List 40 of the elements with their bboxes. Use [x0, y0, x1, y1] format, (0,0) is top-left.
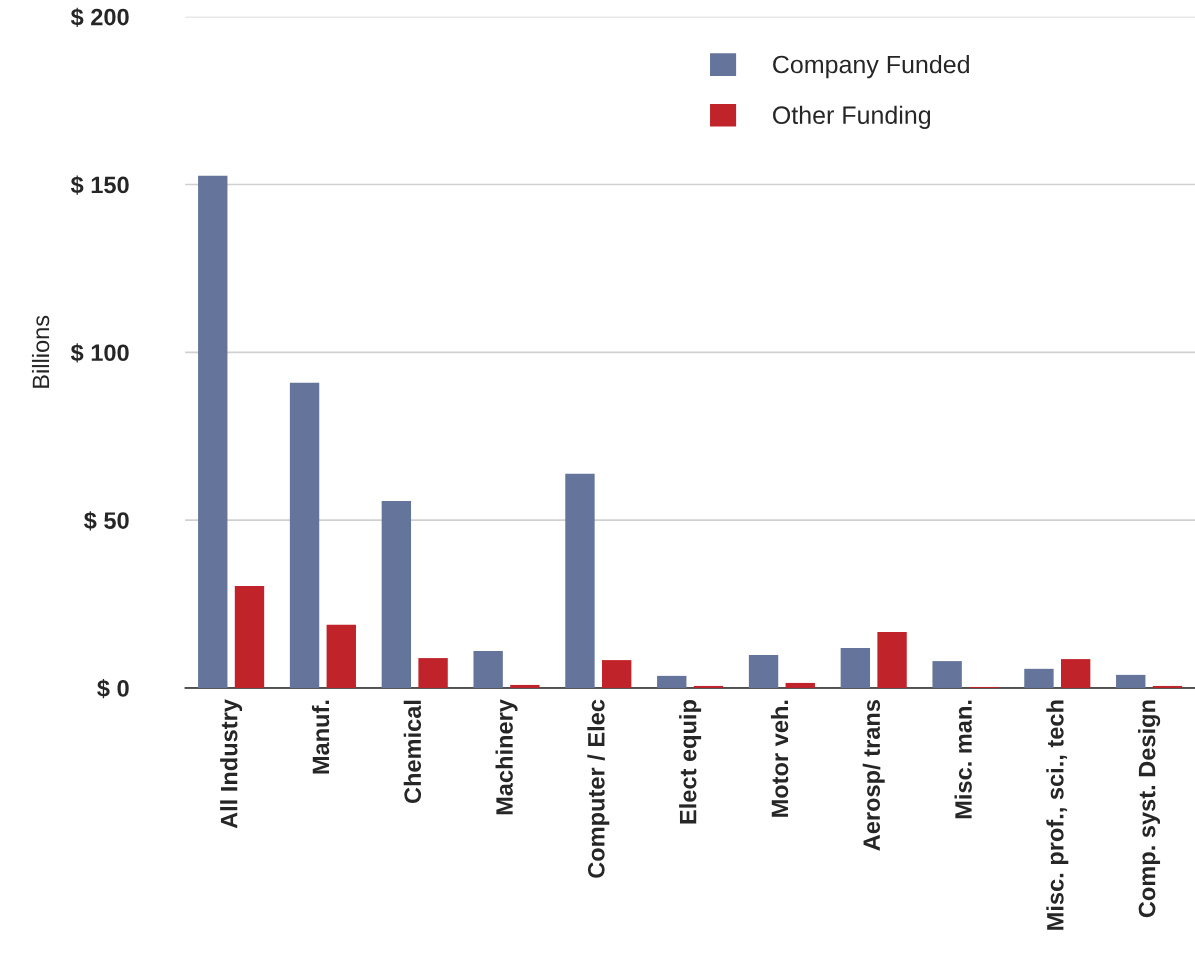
x-tick-label: Elect equip	[679, 700, 702, 824]
bar	[601, 660, 632, 688]
y-tick-label: $ 200	[70, 7, 129, 27]
bar	[326, 624, 356, 688]
legend-label: Company Funded	[773, 54, 969, 79]
x-tick-label: All Industry	[220, 699, 243, 829]
x-tick-label: Misc. prof., sci., tech	[1046, 700, 1069, 930]
bar	[877, 631, 907, 688]
bar	[785, 682, 815, 688]
bar	[840, 648, 871, 688]
y-axis-title: Billions	[31, 315, 50, 388]
bar	[748, 655, 779, 688]
bar	[1152, 685, 1183, 688]
y-tick-label: $ 0	[97, 678, 129, 699]
x-tick-label: Aerosp/ trans	[862, 700, 885, 851]
y-tick-label: $ 150	[70, 175, 129, 195]
y-tick-label: $ 50	[84, 511, 129, 531]
bar	[198, 175, 228, 688]
bar	[657, 675, 687, 688]
bar	[418, 658, 448, 688]
bar	[565, 473, 595, 688]
bar	[932, 661, 962, 688]
bar	[289, 382, 320, 688]
x-tick-label: Motor veh.	[770, 700, 789, 817]
bar	[1060, 659, 1091, 688]
x-tick-label: Computer / Elec	[587, 699, 610, 878]
x-tick-label: Machinery	[495, 699, 518, 815]
bar	[381, 501, 412, 688]
legend-label: Other Funding	[773, 105, 931, 129]
bar	[234, 585, 265, 688]
bar	[1024, 668, 1054, 688]
bar	[510, 684, 540, 688]
bar	[473, 651, 503, 688]
x-tick-label: Misc. man.	[954, 700, 972, 819]
bar	[693, 685, 724, 688]
x-tick-label: Chemical	[403, 700, 422, 804]
y-tick-label: $ 100	[70, 343, 129, 363]
bar	[1116, 674, 1146, 688]
x-tick-label: Manuf.	[311, 700, 330, 774]
x-tick-label: Comp. syst. Design	[1138, 700, 1161, 918]
